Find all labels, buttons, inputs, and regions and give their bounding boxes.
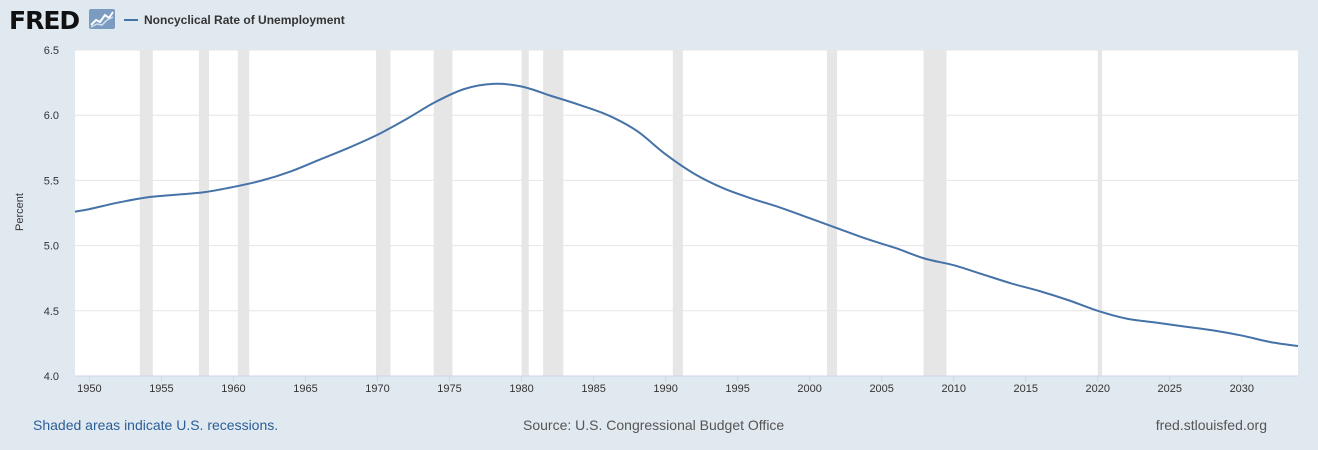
recession-band — [543, 50, 564, 376]
recession-band — [672, 50, 683, 376]
x-tick-label: 1965 — [293, 383, 317, 395]
x-tick-label: 2015 — [1013, 383, 1037, 395]
chart-legend[interactable]: Noncyclical Rate of Unemployment — [124, 12, 345, 28]
x-tick-label: 1970 — [365, 383, 389, 395]
x-tick-label: 2030 — [1230, 383, 1254, 395]
recession-band — [521, 50, 529, 376]
recession-band — [826, 50, 838, 376]
x-tick-label: 1955 — [149, 383, 173, 395]
recession-band — [376, 50, 391, 376]
recession-shading — [139, 50, 1103, 376]
x-tick-label: 2020 — [1086, 383, 1110, 395]
y-tick-label: 6.5 — [44, 45, 59, 57]
y-axis-label: Percent — [14, 193, 26, 231]
y-tick-label: 6.0 — [44, 110, 59, 122]
recession-note[interactable]: Shaded areas indicate U.S. recessions. — [33, 417, 279, 433]
gridlines — [75, 49, 1298, 312]
logo-graph-icon — [89, 9, 115, 29]
legend-swatch — [124, 19, 138, 21]
plot-area[interactable] — [75, 50, 1298, 376]
line-chart: 4.04.55.05.56.06.5 1950 1955 1960 1965 1970 1… — [14, 45, 1299, 395]
y-tick-label: 5.5 — [44, 175, 59, 187]
y-tick-label: 5.0 — [44, 241, 59, 253]
recession-band — [1097, 50, 1103, 376]
series-line — [74, 82, 1299, 347]
x-axis-ticks: 1950 1955 1960 1965 1970 1975 1980 1985 1990 1995… — [75, 375, 1298, 395]
chart-header: FRED Noncyclical Rate of Unemployment — [0, 0, 1318, 44]
x-tick-label: 1995 — [725, 383, 749, 395]
x-tick-label: 1990 — [653, 383, 677, 395]
x-tick-label: 1960 — [221, 383, 245, 395]
x-tick-label: 1975 — [437, 383, 461, 395]
x-tick-label: 1980 — [509, 383, 533, 395]
source-text: Source: U.S. Congressional Budget Office — [523, 417, 785, 433]
x-tick-label: 2005 — [869, 383, 893, 395]
x-tick-label: 2010 — [941, 383, 965, 395]
recession-band — [139, 50, 153, 376]
recession-band — [923, 50, 947, 376]
fred-logo[interactable]: FRED — [9, 6, 80, 35]
x-tick-label: 1985 — [581, 383, 605, 395]
legend-label: Noncyclical Rate of Unemployment — [144, 13, 345, 27]
y-tick-label: 4.5 — [44, 306, 59, 318]
recession-band — [237, 50, 250, 376]
x-tick-label: 1950 — [77, 383, 101, 395]
y-axis-ticks: 4.0 4.5 5.0 5.5 6.0 6.5 — [44, 45, 59, 383]
site-link[interactable]: fred.stlouisfed.org — [1155, 417, 1267, 433]
y-tick-label: 4.0 — [44, 371, 59, 383]
recession-band — [198, 50, 209, 376]
x-tick-label: 2000 — [797, 383, 821, 395]
x-tick-label: 2025 — [1158, 383, 1182, 395]
series-layer — [74, 82, 1299, 347]
recession-band — [433, 50, 453, 376]
